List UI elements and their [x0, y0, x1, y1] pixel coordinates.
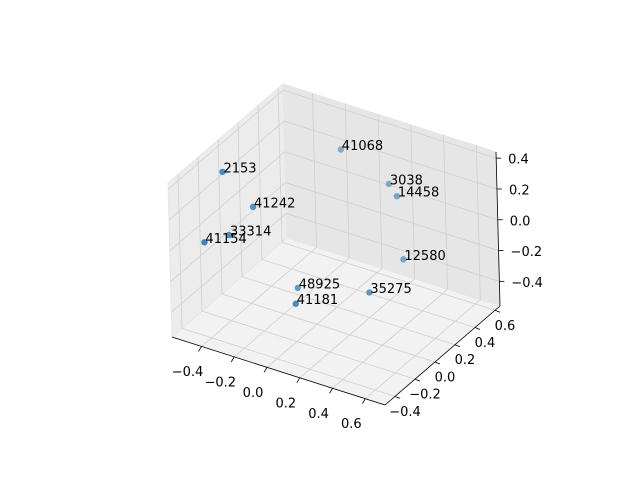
grid-line — [312, 93, 317, 248]
point — [201, 239, 208, 246]
tick-mark — [454, 344, 461, 348]
x-tick-label: 0.2 — [275, 396, 296, 411]
grid-line — [299, 278, 416, 379]
grid-line — [286, 212, 500, 282]
tick-mark — [263, 367, 268, 373]
grid-line — [237, 122, 243, 277]
grid-line — [281, 241, 496, 311]
x-tick-label: 0.4 — [308, 407, 329, 422]
y-tick-label: −0.4 — [389, 405, 421, 420]
x-tick-label: 0.0 — [243, 386, 264, 401]
x-axis-line — [171, 336, 386, 406]
grid-line — [234, 257, 350, 358]
tick-mark — [494, 309, 501, 313]
grid-line — [283, 120, 498, 190]
grid-line — [201, 310, 416, 380]
point — [385, 180, 393, 188]
point-label: 48925 — [299, 277, 340, 292]
point-label: 12580 — [404, 249, 445, 264]
tick-mark — [198, 346, 202, 352]
y-tick-label: 0.4 — [475, 336, 496, 351]
grid-line — [197, 157, 203, 312]
tick-mark — [361, 398, 366, 404]
grid-line — [377, 114, 383, 269]
tick-mark — [296, 377, 301, 384]
tick-mark — [434, 361, 441, 365]
grid-line — [177, 174, 183, 329]
grid-line — [168, 120, 285, 221]
tick-mark — [474, 327, 481, 330]
point-label: 3038 — [390, 173, 423, 188]
point — [337, 146, 345, 153]
tick-mark — [394, 396, 401, 399]
grid-line — [181, 328, 396, 397]
tick-mark — [414, 378, 421, 382]
point-label: 14458 — [398, 186, 439, 201]
point-label: 41068 — [342, 139, 383, 154]
grid-line — [221, 293, 436, 363]
y-tick-label: 0.6 — [495, 319, 516, 334]
z-tick-label: −0.2 — [511, 245, 543, 260]
point-label: 41242 — [254, 196, 295, 211]
point — [393, 192, 401, 200]
grid-line — [169, 151, 286, 252]
grid-line — [217, 139, 223, 294]
y-tick-label: 0.2 — [455, 353, 476, 368]
grid-line — [257, 105, 263, 260]
z-axis-line — [495, 151, 501, 307]
x-tick-label: −0.2 — [204, 375, 236, 390]
grid-line — [443, 135, 448, 290]
grid-line — [171, 213, 287, 313]
grid-line — [277, 88, 283, 243]
point — [400, 256, 407, 263]
point — [225, 231, 233, 239]
tick-mark — [329, 388, 333, 394]
point — [292, 300, 299, 307]
y-tick-label: −0.2 — [409, 388, 441, 403]
point-label: 41154 — [205, 232, 246, 247]
z-tick-label: 0.2 — [509, 183, 530, 198]
grid-line — [283, 89, 497, 159]
point-label: 35275 — [370, 282, 411, 297]
grid-line — [365, 299, 481, 400]
point — [249, 203, 257, 211]
grid-line — [344, 103, 350, 258]
grid-line — [285, 182, 499, 251]
y-axis-line — [384, 305, 501, 406]
point-label: 2153 — [223, 161, 256, 176]
grid-line — [167, 89, 284, 190]
point-label: 41181 — [297, 293, 338, 308]
grid-line — [241, 276, 456, 346]
point — [219, 168, 226, 176]
tick-mark — [230, 356, 235, 363]
z-tick-label: 0.0 — [510, 214, 531, 229]
y-tick-label: 0.0 — [435, 370, 456, 385]
point — [294, 284, 301, 292]
x-tick-label: 0.6 — [341, 417, 362, 432]
grid-line — [201, 247, 317, 347]
grid-line — [410, 124, 416, 279]
grid-line — [266, 268, 383, 368]
z-tick-label: −0.4 — [511, 276, 543, 291]
grid-line — [332, 288, 448, 389]
point — [366, 289, 373, 296]
grid-line — [475, 145, 481, 300]
x-tick-label: −0.4 — [172, 365, 204, 380]
point-label: 33314 — [230, 225, 271, 240]
z-tick-label: 0.4 — [508, 153, 529, 168]
